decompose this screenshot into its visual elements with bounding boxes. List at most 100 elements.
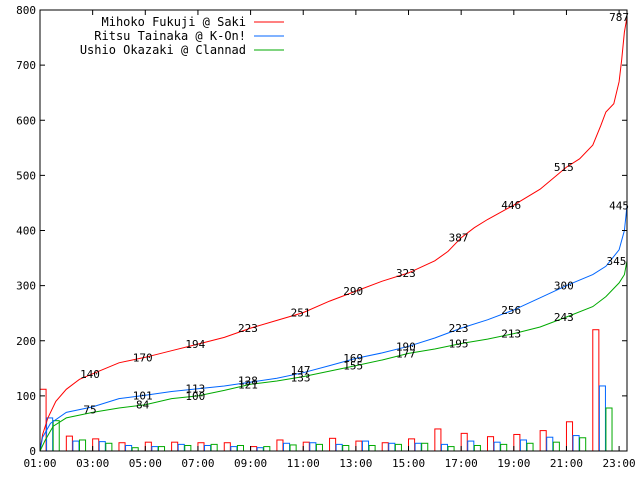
y-tick-label: 400 [16,225,36,238]
hourly-bar [289,444,297,452]
data-label: 515 [554,161,574,174]
hourly-bar [118,442,126,452]
hourly-bar [39,388,47,452]
hourly-bar [473,444,481,452]
data-label: 256 [501,304,521,317]
data-label: 113 [185,383,205,396]
data-label: 323 [396,267,416,280]
hourly-bar [302,441,310,452]
series-line [39,17,628,452]
hourly-bar [157,446,166,452]
data-labels: 140 170 194 223 251 290 323 387 446 515 787 75 101 11… [80,11,629,416]
hourly-bar [394,443,402,452]
hourly-bar [605,407,613,452]
y-tick-label: 0 [29,445,36,458]
hourly-bar [381,442,389,452]
hourly-bar [250,446,258,452]
hourly-bar [361,440,370,452]
hourly-bar [467,440,475,452]
data-label: 251 [291,307,311,320]
hourly-bar [98,441,106,452]
hourly-bar [72,440,80,452]
hourly-bar [276,439,284,452]
x-axis-ticks: 01:00 03:00 05:00 07:00 09:00 11:00 13:00 15:00… [23,10,636,470]
data-label: 140 [80,368,100,381]
hourly-bar [414,442,422,452]
legend-label: Mihoko Fukuji @ Saki [102,15,247,29]
data-label: 345 [607,255,627,268]
hourly-bar [329,437,337,452]
data-label: 290 [343,285,363,298]
hourly-bar [151,446,159,452]
data-label: 300 [554,280,574,293]
hourly-bar [92,438,100,452]
hourly-bar [125,444,133,452]
x-tick-label: 21:00 [550,457,583,470]
hourly-bar [230,446,238,452]
hourly-bar [500,443,508,452]
x-tick-label: 13:00 [339,457,372,470]
hourly-bar [342,444,350,452]
data-label: 100 [185,390,205,403]
hourly-bar [282,442,291,452]
data-label: 169 [343,352,363,365]
hourly-bar [177,443,185,452]
legend-label: Ushio Okazaki @ Clannad [80,43,246,57]
hourly-bar [236,444,245,452]
hourly-bar [204,444,212,452]
y-tick-label: 500 [16,169,36,182]
hourly-bar [421,442,429,452]
hourly-bar [355,440,363,452]
hourly-bar [579,437,587,452]
data-label: 223 [238,322,258,335]
hourly-bar [565,421,574,452]
hourly-bar [210,443,218,452]
x-tick-label: 23:00 [603,457,636,470]
y-tick-label: 700 [16,59,36,72]
y-tick-label: 800 [16,4,36,17]
y-tick-label: 200 [16,335,36,348]
data-label: 446 [501,199,521,212]
hourly-bar [408,438,416,452]
hourly-bar [598,385,606,452]
data-label: 170 [133,351,153,364]
data-label: 787 [609,11,629,24]
y-axis-ticks: 0 100 200 300 400 500 600 700 800 [16,4,627,458]
data-label: 121 [238,378,258,391]
x-tick-label: 07:00 [181,457,214,470]
hourly-bar [78,439,87,452]
hourly-bar [434,428,442,452]
hourly-bar [335,443,343,452]
x-tick-label: 03:00 [76,457,109,470]
hourly-bar [513,433,521,452]
hourly-bar [144,441,152,452]
data-label: 101 [133,389,153,402]
hourly-bar [309,442,317,452]
data-label: 84 [136,399,150,412]
hourly-bar [460,432,468,452]
x-tick-label: 05:00 [129,457,162,470]
x-tick-label: 09:00 [234,457,267,470]
data-label: 223 [449,322,469,335]
hourly-bar [197,442,205,452]
hourly-bar [184,444,192,452]
hourly-bar [388,442,396,452]
hourly-bar [105,442,113,452]
plot-frame [39,9,628,452]
y-tick-label: 300 [16,280,36,293]
x-tick-label: 01:00 [23,457,56,470]
data-label: 190 [396,340,416,353]
data-label: 195 [449,338,469,351]
x-tick-label: 17:00 [445,457,478,470]
series-line [39,260,628,452]
data-label: 177 [396,347,416,360]
hourly-bar [539,430,547,452]
hourly-bar [315,443,323,452]
hourly-bar [171,441,179,452]
data-label: 243 [554,311,574,324]
hourly-bar [440,443,449,452]
hourly-bar [65,435,73,452]
hourly-bar [493,441,501,452]
